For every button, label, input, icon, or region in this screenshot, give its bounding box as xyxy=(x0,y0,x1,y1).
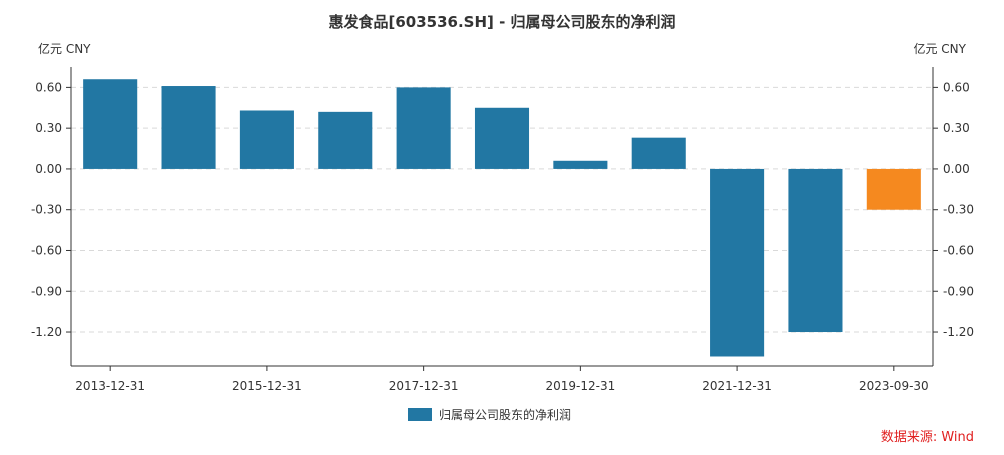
bar xyxy=(161,86,216,169)
left-axis-unit: 亿元 CNY xyxy=(38,41,91,56)
left-y-ticks: 0.60 0.30 0.00 -0.30 -0.60 -0.90 -1.20 xyxy=(31,80,71,339)
bar xyxy=(788,168,843,333)
y-tick-label-right: -1.20 xyxy=(943,325,974,339)
y-tick-label-left: 0.60 xyxy=(35,80,62,94)
x-tick-label: 2015-12-31 xyxy=(232,379,302,393)
y-tick-label-left: -0.60 xyxy=(31,243,62,257)
bars xyxy=(83,79,921,357)
y-tick-label-left: -1.20 xyxy=(31,325,62,339)
bar xyxy=(474,107,530,169)
y-tick-label-left: 0.30 xyxy=(35,121,62,135)
y-tick-label-right: -0.90 xyxy=(943,284,974,298)
right-y-ticks: 0.60 0.30 0.00 -0.30 -0.60 -0.90 -1.20 xyxy=(933,80,974,339)
bar xyxy=(239,110,294,169)
bar xyxy=(631,137,686,169)
right-axis-unit: 亿元 CNY xyxy=(913,41,966,56)
x-tick-label: 2019-12-31 xyxy=(545,379,615,393)
x-tick-label: 2023-09-30 xyxy=(859,379,929,393)
x-tick-label: 2013-12-31 xyxy=(75,379,145,393)
bar xyxy=(83,79,138,169)
y-tick-label-right: 0.60 xyxy=(943,80,970,94)
y-tick-label-right: -0.60 xyxy=(943,243,974,257)
data-source: 数据来源: Wind xyxy=(881,430,974,445)
legend-label: 归属母公司股东的净利润 xyxy=(439,407,571,422)
y-tick-label-left: 0.00 xyxy=(35,162,62,176)
x-tick-label: 2017-12-31 xyxy=(389,379,459,393)
bar xyxy=(866,168,921,210)
y-tick-label-left: -0.90 xyxy=(31,284,62,298)
x-ticks: 2013-12-31 2015-12-31 2017-12-31 2019-12-31… xyxy=(75,366,929,393)
bar xyxy=(318,111,373,169)
legend-swatch xyxy=(408,408,432,421)
y-tick-label-right: 0.30 xyxy=(943,121,970,135)
x-tick-label: 2021-12-31 xyxy=(702,379,772,393)
legend: 归属母公司股东的净利润 xyxy=(408,407,571,422)
bar xyxy=(396,87,451,169)
y-tick-label-right: 0.00 xyxy=(943,162,970,176)
chart-title: 惠发食品[603536.SH] - 归属母公司股东的净利润 xyxy=(328,13,675,31)
bar xyxy=(710,168,765,357)
bar xyxy=(553,160,608,169)
y-tick-label-right: -0.30 xyxy=(943,203,974,217)
y-tick-label-left: -0.30 xyxy=(31,203,62,217)
